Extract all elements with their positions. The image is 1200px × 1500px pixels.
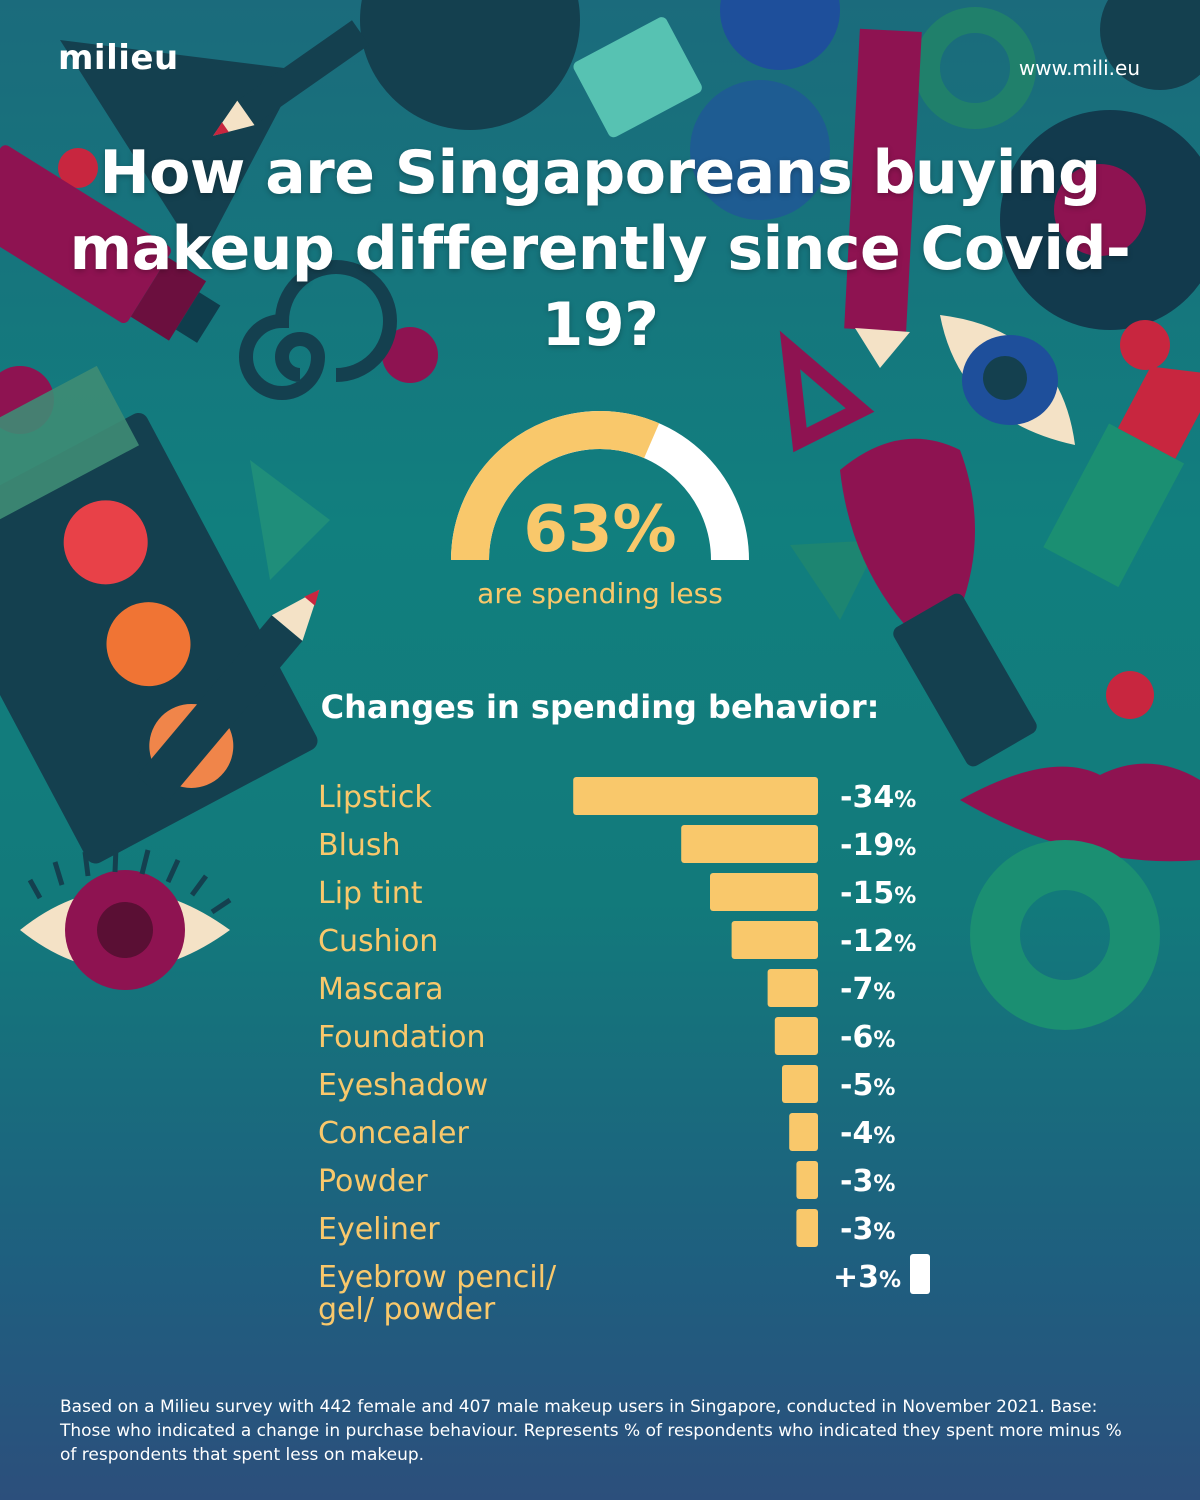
bar xyxy=(774,1017,818,1055)
green-ring-right xyxy=(970,840,1160,1030)
title-line-1: How are Singaporeans buying xyxy=(99,138,1101,208)
bar xyxy=(710,873,818,911)
magenta-dot-center xyxy=(382,327,438,383)
value-label: -7% xyxy=(840,972,895,1007)
bar xyxy=(796,1161,818,1199)
bar xyxy=(573,777,818,815)
gauge-caption: are spending less xyxy=(477,577,723,610)
value-label: -19% xyxy=(840,828,916,863)
bar xyxy=(782,1065,818,1103)
category-label: Concealer xyxy=(318,1116,469,1151)
category-label: Powder xyxy=(318,1164,428,1199)
value-label: -12% xyxy=(840,924,916,959)
bar xyxy=(767,969,818,1007)
bar xyxy=(789,1113,818,1151)
magenta-circle-right xyxy=(1054,164,1146,256)
green-triangle-right xyxy=(790,540,880,620)
blue-circle-mid xyxy=(690,80,830,220)
value-label: -3% xyxy=(840,1212,895,1247)
gauge-fill xyxy=(451,411,660,561)
website-url[interactable]: www.mili.eu xyxy=(1018,56,1140,80)
bar xyxy=(796,1209,818,1247)
value-label: -34% xyxy=(840,780,916,815)
spiral-doodle xyxy=(239,260,397,400)
gauge-value: 63% xyxy=(523,493,677,567)
value-label: -6% xyxy=(840,1020,895,1055)
category-label: Lip tint xyxy=(318,876,423,911)
category-label: Mascara xyxy=(318,972,444,1007)
footnote: Based on a Milieu survey with 442 female… xyxy=(60,1397,1122,1465)
dark-triangle-top-left xyxy=(60,40,300,260)
pencil-right xyxy=(844,28,922,368)
pencil-top-left xyxy=(213,20,370,136)
dark-blob-right-top xyxy=(1100,0,1200,90)
value-label: -5% xyxy=(840,1068,895,1103)
eye-illustration-right xyxy=(940,315,1075,445)
lipstick-right xyxy=(1043,366,1200,588)
dark-circle-top xyxy=(360,0,580,130)
bar xyxy=(910,1254,930,1294)
teal-square xyxy=(573,17,702,138)
category-label: Eyebrow pencil/gel/ powder xyxy=(318,1260,557,1327)
bar xyxy=(681,825,818,863)
category-label: Lipstick xyxy=(318,780,432,815)
red-dot-left xyxy=(58,148,98,188)
triangle-outline xyxy=(779,330,875,453)
category-label: Blush xyxy=(318,828,401,863)
category-label: Eyeliner xyxy=(318,1212,440,1247)
pencil-center-left xyxy=(136,589,320,802)
spending-gauge xyxy=(451,411,749,561)
value-label: -15% xyxy=(840,876,916,911)
page-title: How are Singaporeans buying makeup diffe… xyxy=(40,135,1160,363)
title-line-2: makeup differently since Covid-19? xyxy=(69,214,1131,360)
value-label: -4% xyxy=(840,1116,895,1151)
red-dot-right-low xyxy=(1106,671,1154,719)
value-label: -3% xyxy=(840,1164,895,1199)
chart-title: Changes in spending behavior: xyxy=(320,688,880,726)
milieu-logo: milieu xyxy=(58,38,179,78)
bar xyxy=(731,921,818,959)
makeup-brush xyxy=(840,438,1037,767)
green-ring-top xyxy=(914,7,1036,129)
value-label: +3% xyxy=(833,1260,901,1295)
green-triangle-left xyxy=(250,460,330,580)
category-label: Eyeshadow xyxy=(318,1068,488,1103)
red-dot-right xyxy=(1120,320,1170,370)
blue-circle-top xyxy=(720,0,840,70)
makeup-tube-left xyxy=(0,145,221,343)
eye-illustration-left xyxy=(20,847,232,990)
category-label: Foundation xyxy=(318,1020,485,1055)
lips-illustration xyxy=(960,763,1200,862)
category-label: Cushion xyxy=(318,924,438,959)
